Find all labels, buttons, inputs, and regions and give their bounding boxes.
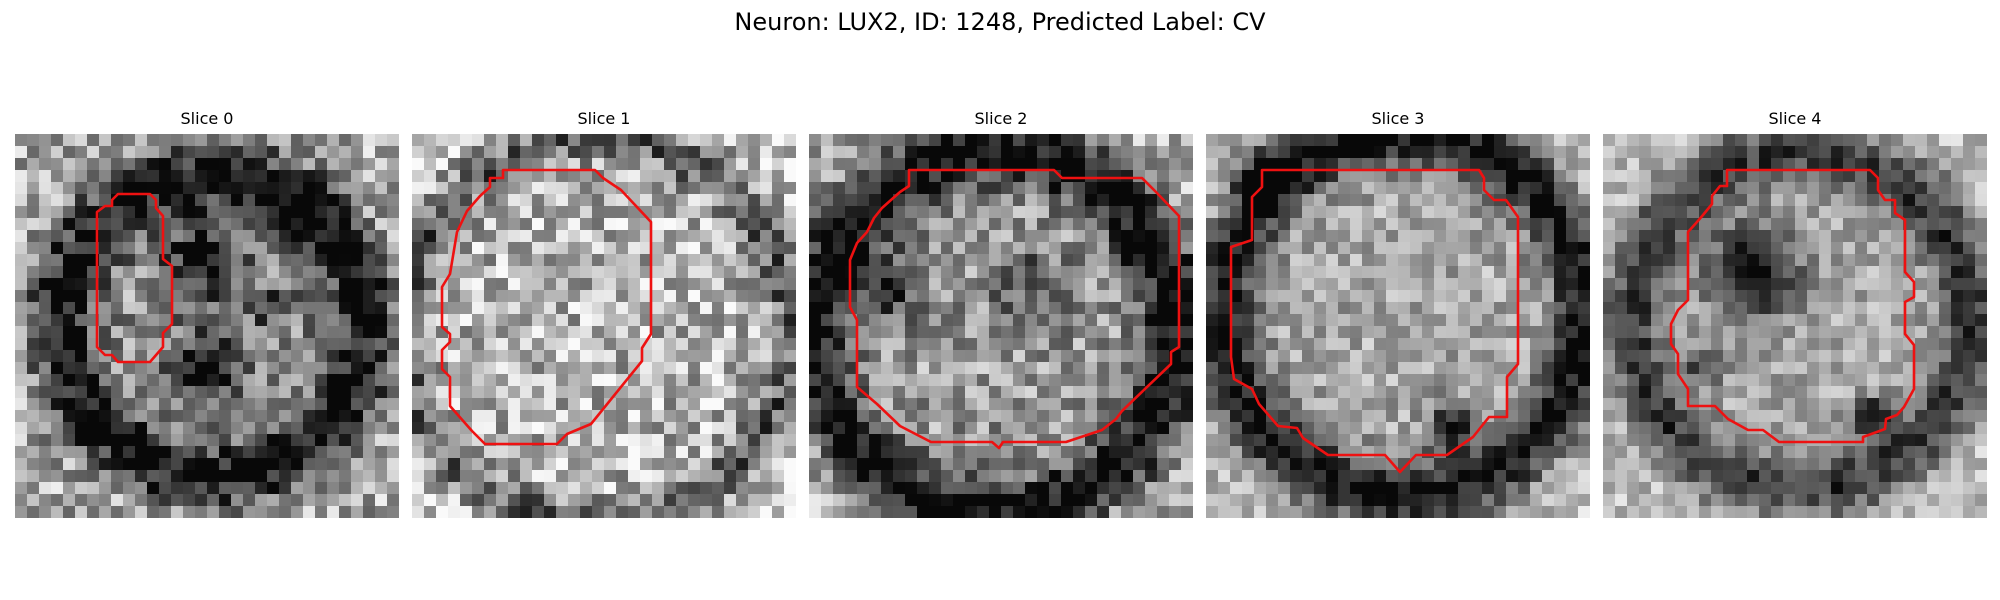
segmentation-contour [1669, 168, 1916, 444]
slice-panel-4: Slice 4 [1603, 108, 1987, 518]
grayscale-pixels [1206, 134, 1590, 518]
slice-panel-2: Slice 2 [809, 108, 1193, 518]
slice-title-3: Slice 3 [1371, 109, 1425, 128]
segmentation-contour [440, 168, 653, 446]
slice-title-0: Slice 0 [180, 109, 234, 128]
figure-title: Neuron: LUX2, ID: 1248, Predicted Label:… [734, 8, 1266, 36]
slice-panel-3: Slice 3 [1206, 108, 1590, 518]
grayscale-pixels [809, 134, 1193, 518]
segmentation-contour [848, 168, 1181, 450]
slice-title-2: Slice 2 [974, 109, 1028, 128]
slice-image-3 [1206, 134, 1590, 518]
grayscale-pixels [412, 134, 796, 518]
slice-image-1 [412, 134, 796, 518]
segmentation-contour [95, 192, 174, 364]
slice-title-1: Slice 1 [577, 109, 631, 128]
segmentation-contour [1229, 168, 1520, 474]
slice-image-4 [1603, 134, 1987, 518]
slice-panel-1: Slice 1 [412, 108, 796, 518]
slice-image-0 [15, 134, 399, 518]
slice-title-4: Slice 4 [1768, 109, 1822, 128]
grayscale-pixels [15, 134, 399, 518]
slice-panel-0: Slice 0 [15, 108, 399, 518]
grayscale-pixels [1603, 134, 1987, 518]
slice-image-2 [809, 134, 1193, 518]
